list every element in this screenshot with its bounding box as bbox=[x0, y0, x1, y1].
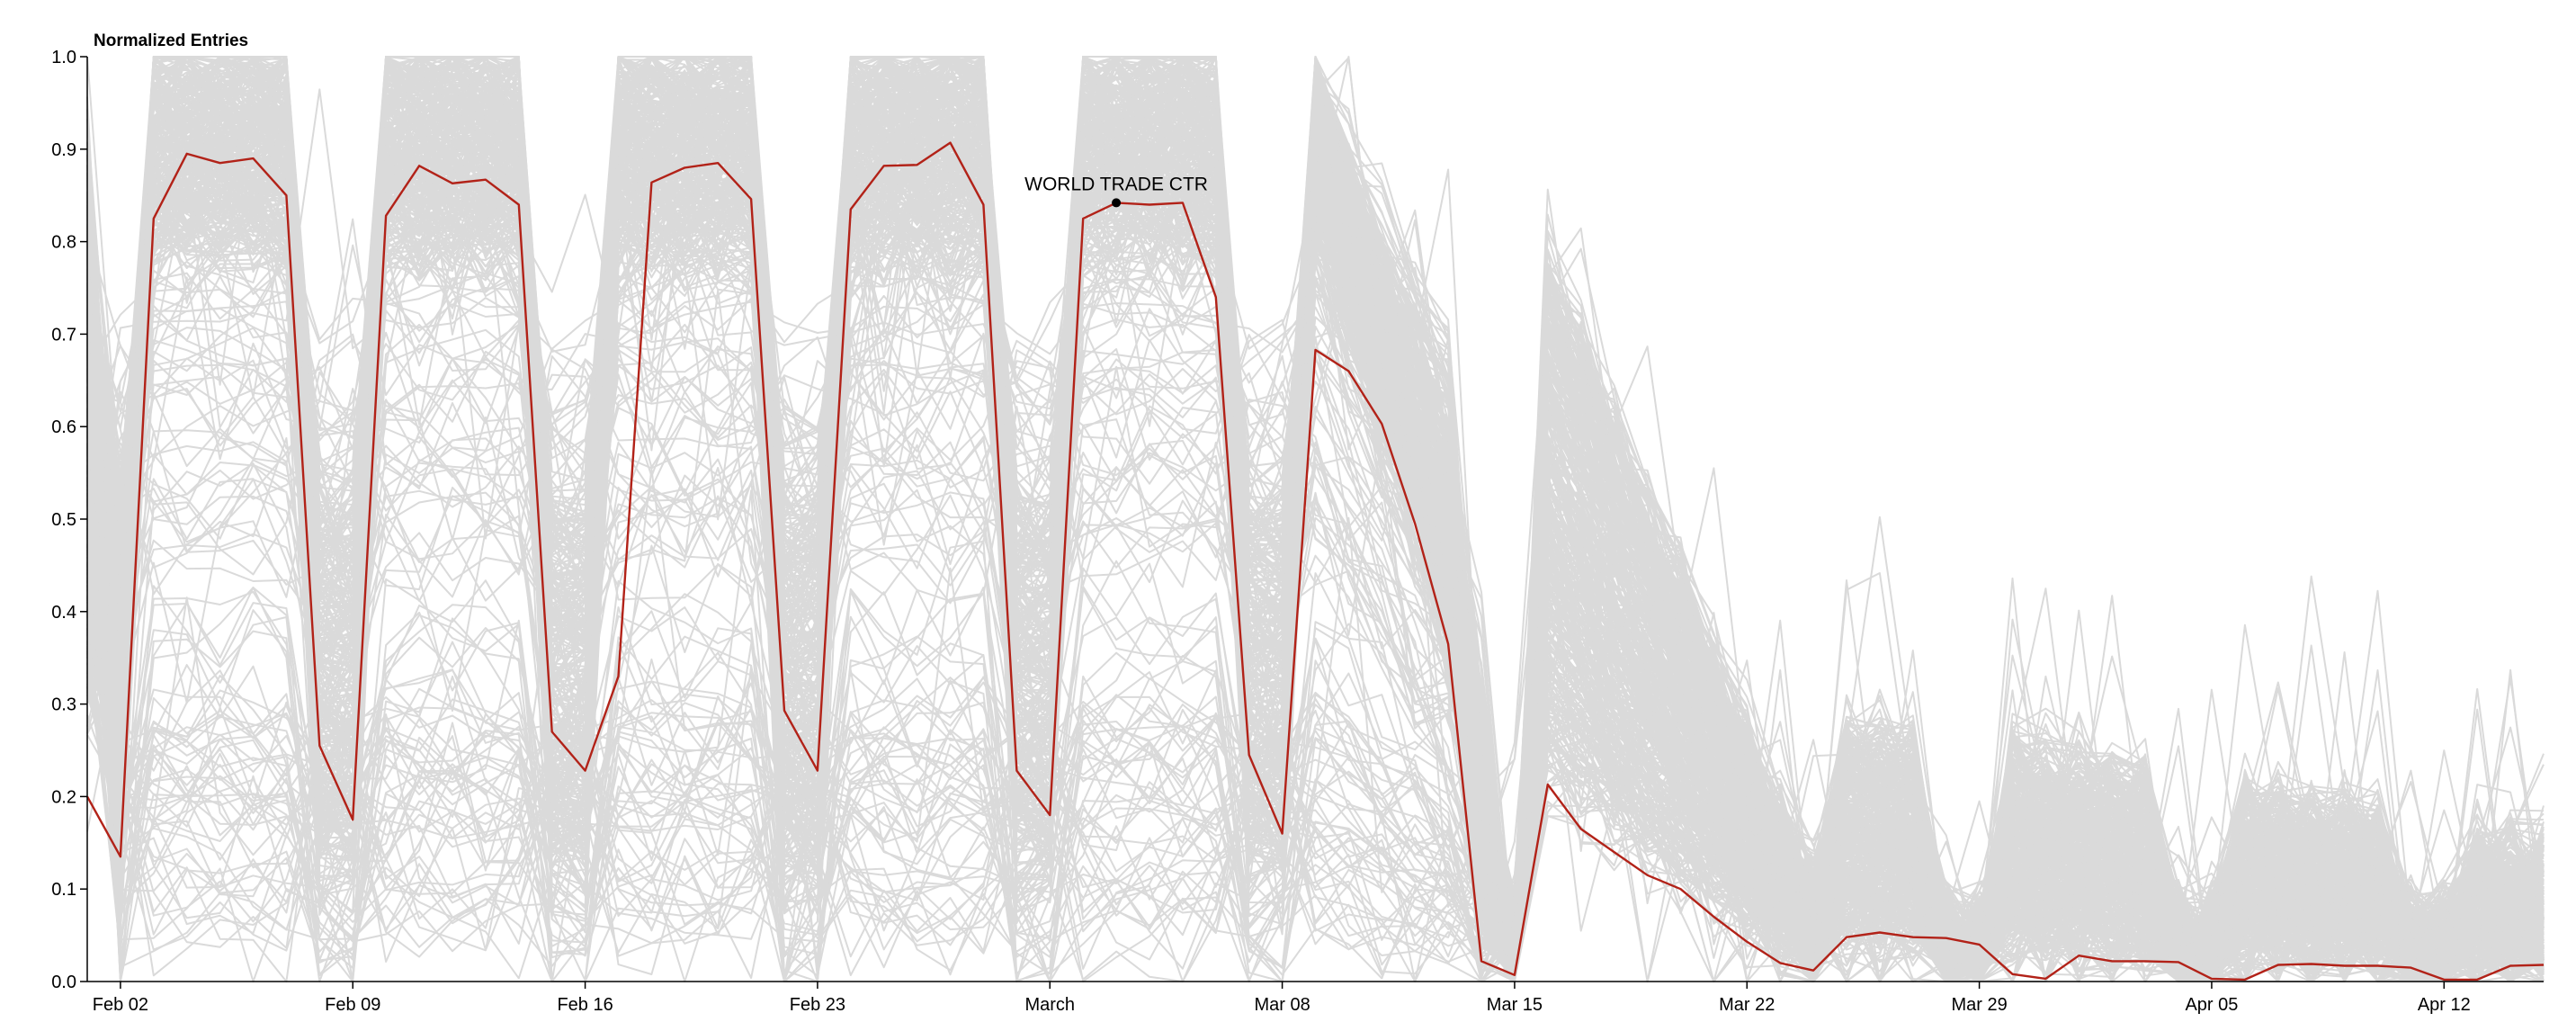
x-tick-label: Apr 12 bbox=[2418, 995, 2471, 1015]
x-tick-label: Mar 29 bbox=[1951, 995, 2007, 1015]
background-series-line bbox=[86, 453, 2545, 982]
x-tick-label: Apr 05 bbox=[2185, 995, 2238, 1015]
highlight-point-marker bbox=[1112, 198, 1122, 208]
background-series-line bbox=[86, 289, 2545, 982]
highlight-series-group: WORLD TRADE CTR bbox=[85, 141, 2545, 982]
x-tick-label: Feb 16 bbox=[557, 995, 613, 1015]
background-series-group bbox=[86, 56, 2545, 982]
background-series-line bbox=[86, 543, 2545, 982]
background-series-line bbox=[86, 160, 2545, 971]
background-series-line bbox=[86, 284, 2545, 982]
y-tick-label: 0.2 bbox=[51, 787, 76, 807]
background-series-line bbox=[86, 270, 2545, 982]
background-series-line bbox=[86, 517, 2545, 982]
background-series-line bbox=[86, 454, 2545, 982]
highlight-series-line bbox=[85, 141, 2545, 982]
y-tick-label: 0.6 bbox=[51, 417, 76, 437]
x-tick-label: Mar 08 bbox=[1254, 995, 1310, 1015]
y-axis-label: Normalized Entries bbox=[94, 31, 248, 50]
background-series-line bbox=[86, 301, 2545, 982]
x-tick-label: Feb 02 bbox=[93, 995, 148, 1015]
background-series-line bbox=[86, 191, 2545, 982]
y-tick-label: 0.5 bbox=[51, 510, 76, 530]
y-tick-label: 0.1 bbox=[51, 880, 76, 900]
background-series-line bbox=[86, 493, 2545, 982]
y-tick-label: 0.0 bbox=[51, 973, 76, 992]
background-series-line bbox=[86, 176, 2545, 982]
y-tick-label: 0.7 bbox=[51, 325, 76, 345]
x-tick-label: Mar 22 bbox=[1719, 995, 1775, 1015]
y-tick-label: 0.9 bbox=[51, 140, 76, 160]
background-series-line bbox=[86, 154, 2545, 982]
x-tick-label: Mar 15 bbox=[1487, 995, 1543, 1015]
y-tick-label: 0.3 bbox=[51, 695, 76, 715]
background-series-line bbox=[86, 56, 2545, 982]
y-tick-label: 0.8 bbox=[51, 233, 76, 253]
background-series-line bbox=[86, 75, 2545, 982]
background-series-line bbox=[86, 244, 2545, 982]
highlight-series-label: WORLD TRADE CTR bbox=[1024, 174, 1208, 194]
y-axis: 0.0 0.1 0.2 0.3 0.4 0.5 0.6 0.7 0.8 0.9 1.0 bbox=[51, 48, 88, 992]
y-tick-label: 1.0 bbox=[51, 48, 76, 67]
background-series-line bbox=[86, 188, 2545, 982]
background-series-line bbox=[86, 208, 2545, 965]
background-series-line bbox=[86, 416, 2545, 982]
background-series-line bbox=[86, 179, 2545, 982]
x-tick-label: March bbox=[1024, 995, 1075, 1015]
x-tick-label: Feb 23 bbox=[790, 995, 845, 1015]
x-axis: Feb 02 Feb 09 Feb 16 Feb 23 March Mar 08 Mar 1… bbox=[87, 981, 2544, 1015]
x-tick-label: Feb 09 bbox=[325, 995, 380, 1015]
background-series-line bbox=[86, 85, 2545, 981]
background-series-line bbox=[86, 351, 2545, 982]
background-series-line bbox=[86, 373, 2545, 974]
background-series-line bbox=[86, 56, 2545, 982]
background-series-line bbox=[86, 183, 2545, 982]
y-tick-label: 0.4 bbox=[51, 603, 76, 623]
